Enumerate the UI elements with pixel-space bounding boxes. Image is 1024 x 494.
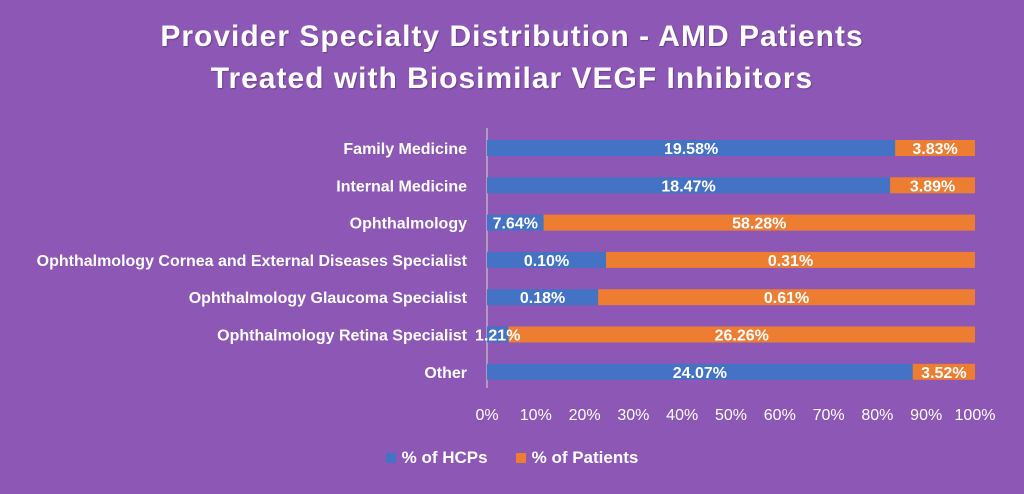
- legend-label-patients: % of Patients: [531, 448, 639, 467]
- x-tick-label: 60%: [764, 407, 796, 424]
- x-tick-label: 50%: [715, 407, 747, 424]
- category-label: Other: [424, 365, 467, 382]
- bar-patients: [543, 214, 975, 231]
- category-label: Family Medicine: [343, 141, 467, 158]
- chart-title-line-2: Treated with Biosimilar VEGF Inhibitors: [210, 62, 814, 95]
- data-label-patients: 3.89%: [910, 178, 955, 195]
- x-tick-label: 20%: [569, 407, 601, 424]
- category-label: Ophthalmology: [350, 216, 467, 233]
- data-label-patients: 58.28%: [732, 216, 786, 233]
- data-label-hcps: 0.10%: [524, 253, 569, 270]
- legend-swatch-hcps: [385, 453, 396, 463]
- bar-patients: [598, 289, 975, 306]
- data-label-hcps: 7.64%: [493, 216, 538, 233]
- bar-hcps: [487, 326, 509, 343]
- bar-patients: [508, 326, 975, 343]
- data-label-hcps: 0.18%: [520, 290, 565, 307]
- legend-swatch-patients: [515, 453, 526, 463]
- x-tick-label: 40%: [666, 407, 698, 424]
- data-label-hcps: 24.07%: [673, 365, 727, 382]
- x-tick-label: 90%: [910, 407, 942, 424]
- bar-hcps: [487, 289, 599, 306]
- legend-item-patients: % of Patients: [515, 448, 639, 468]
- x-tick-label: 30%: [617, 407, 649, 424]
- data-label-patients: 3.52%: [921, 365, 966, 382]
- legend-label-hcps: % of HCPs: [401, 448, 488, 467]
- x-tick-label: 10%: [520, 407, 552, 424]
- x-tick-label: 100%: [955, 407, 996, 424]
- x-tick-label: 70%: [813, 407, 845, 424]
- bar-patients: [606, 251, 975, 268]
- data-label-patients: 0.31%: [768, 253, 813, 270]
- bar-patients: [890, 177, 975, 194]
- x-tick-label: 0%: [475, 407, 498, 424]
- data-label-hcps: 1.21%: [475, 328, 520, 345]
- data-label-patients: 26.26%: [715, 328, 769, 345]
- data-label-hcps: 18.47%: [661, 178, 715, 195]
- category-label: Internal Medicine: [336, 178, 467, 195]
- chart-title-line-1: Provider Specialty Distribution - AMD Pa…: [160, 20, 864, 53]
- data-label-patients: 0.61%: [764, 290, 809, 307]
- legend-item-hcps: % of HCPs: [385, 448, 488, 468]
- bar-hcps: [487, 177, 891, 194]
- bar-hcps: [487, 140, 896, 156]
- legend: % of HCPs % of Patients: [0, 448, 1024, 468]
- category-label: Ophthalmology Retina Specialist: [217, 328, 467, 345]
- bar-patients: [895, 140, 975, 156]
- bar-hcps: [487, 214, 544, 231]
- bar-patients: [912, 363, 975, 380]
- category-label: Ophthalmology Glaucoma Specialist: [189, 290, 468, 307]
- data-label-patients: 3.83%: [912, 141, 957, 158]
- stacked-bar-chart: Family Medicine 19.58% 3.83% Internal Medic…: [37, 128, 996, 424]
- bar-hcps: [487, 363, 913, 380]
- bar-hcps: [487, 251, 607, 268]
- data-label-hcps: 19.58%: [664, 141, 718, 158]
- x-tick-label: 80%: [861, 407, 893, 424]
- category-label: Ophthalmology Cornea and External Diseas…: [37, 253, 468, 270]
